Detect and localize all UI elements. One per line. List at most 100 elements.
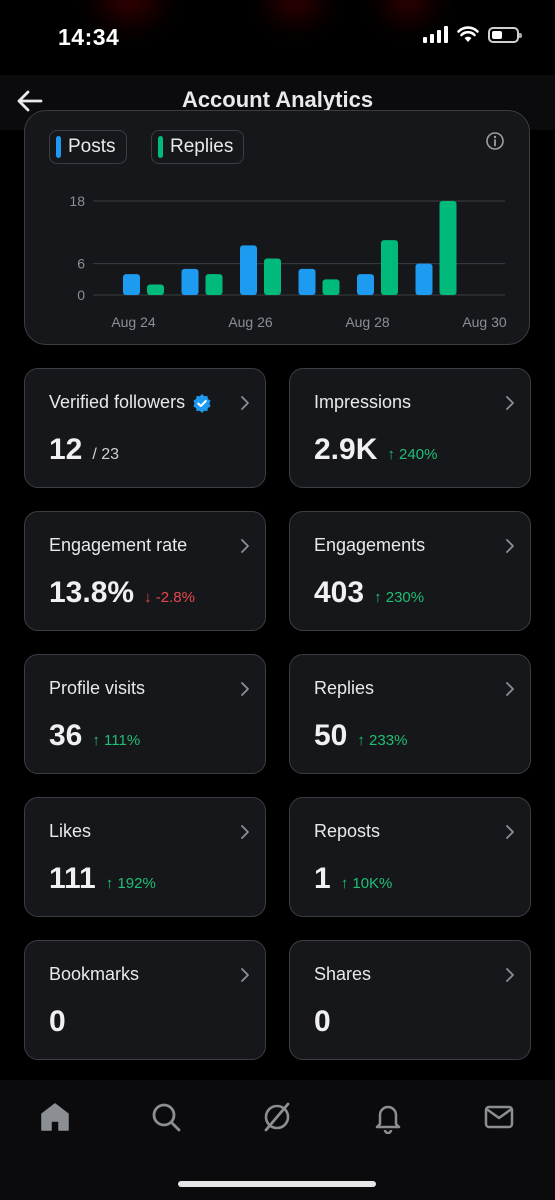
stat-card-shares[interactable]: Shares 0 <box>289 940 531 1060</box>
stat-card-replies[interactable]: Replies 50 ↑ 233% <box>289 654 531 774</box>
bar-replies-aug-27[interactable] <box>322 279 340 295</box>
bar-posts-aug-24[interactable] <box>123 274 140 295</box>
chevron-right-icon <box>241 539 249 553</box>
legend-posts[interactable]: Posts <box>49 130 127 164</box>
stat-change: ↑ 230% <box>374 589 425 606</box>
verified-badge-icon <box>193 393 211 413</box>
stat-row: 2.9K ↑ 240% <box>314 433 437 467</box>
bar-posts-aug-29[interactable] <box>415 263 433 295</box>
stat-card-engagements[interactable]: Engagements 403 ↑ 230% <box>289 511 531 631</box>
stat-card-verified-followers[interactable]: Verified followers 12 / 23 <box>24 368 266 488</box>
stat-title: Likes <box>49 821 91 842</box>
stat-row: 12 / 23 <box>49 433 119 467</box>
chevron-right-icon <box>241 396 249 410</box>
stat-value: 0 <box>49 1005 66 1038</box>
stat-value: 2.9K <box>314 433 378 466</box>
replies-swatch <box>158 136 163 158</box>
chevron-right-icon <box>506 968 514 982</box>
posts-swatch <box>56 136 61 158</box>
bar-posts-aug-28[interactable] <box>357 274 374 295</box>
stat-title: Impressions <box>314 392 411 413</box>
bar-posts-aug-27[interactable] <box>298 268 316 295</box>
notifications-icon[interactable] <box>371 1100 405 1134</box>
status-bar: 14:34 <box>0 0 555 75</box>
x-tick-label: Aug 30 <box>462 314 507 330</box>
bar-chart: 0 6 18 Aug 24 Aug 26 Aug 28 Aug 30 <box>69 193 507 330</box>
chevron-right-icon <box>506 396 514 410</box>
bar-replies-aug-26[interactable] <box>264 258 281 295</box>
stat-change: ↓ -2.8% <box>144 589 195 606</box>
home-indicator <box>178 1181 376 1187</box>
stat-card-bookmarks[interactable]: Bookmarks 0 <box>24 940 266 1060</box>
stat-title-label: Reposts <box>314 821 381 841</box>
legend-replies[interactable]: Replies <box>151 130 245 164</box>
stat-title: Profile visits <box>49 678 145 699</box>
search-icon[interactable] <box>149 1100 183 1134</box>
info-icon[interactable] <box>485 131 505 151</box>
legend-replies-label: Replies <box>170 136 234 157</box>
grok-icon[interactable] <box>260 1100 294 1134</box>
stat-title-label: Shares <box>314 964 372 984</box>
stat-title: Replies <box>314 678 374 699</box>
stat-value: 12 <box>49 433 83 466</box>
bar-posts-aug-26[interactable] <box>240 245 257 295</box>
stat-change: ↑ 240% <box>387 446 438 463</box>
stat-change: ↑ 233% <box>357 732 408 749</box>
chevron-right-icon <box>506 682 514 696</box>
stat-title: Verified followers <box>49 392 212 413</box>
signal-icon <box>423 26 448 43</box>
chart-card: Posts Replies 0 6 18 Aug 24 Aug 26 Aug 28 Aug … <box>24 110 530 345</box>
stat-value: 36 <box>49 719 83 752</box>
wifi-icon <box>457 26 479 42</box>
stat-change: ↑ 111% <box>92 732 141 749</box>
stat-title-label: Impressions <box>314 392 412 412</box>
chevron-right-icon <box>506 825 514 839</box>
stat-value: 403 <box>314 576 365 609</box>
x-tick-label: Aug 26 <box>228 314 273 330</box>
stat-title-label: Bookmarks <box>49 964 140 984</box>
bottom-nav <box>0 1080 555 1200</box>
stat-value: 1 <box>314 862 331 895</box>
stat-title-label: Replies <box>314 678 375 698</box>
stat-row: 36 ↑ 111% <box>49 719 140 753</box>
legend-posts-label: Posts <box>68 136 116 157</box>
stat-title: Bookmarks <box>49 964 139 985</box>
stat-title-label: Engagement rate <box>49 535 188 555</box>
home-icon[interactable] <box>38 1100 72 1134</box>
stat-card-profile-visits[interactable]: Profile visits 36 ↑ 111% <box>24 654 266 774</box>
back-arrow-icon[interactable] <box>14 85 46 117</box>
chevron-right-icon <box>241 825 249 839</box>
bar-replies-aug-24[interactable] <box>147 284 164 295</box>
bar-replies-aug-25[interactable] <box>205 274 223 295</box>
x-tick-label: Aug 24 <box>111 314 156 330</box>
stat-card-likes[interactable]: Likes 111 ↑ 192% <box>24 797 266 917</box>
stat-row: 0 <box>314 1005 331 1039</box>
stat-title: Shares <box>314 964 371 985</box>
stat-total: / 23 <box>92 446 120 463</box>
stat-card-reposts[interactable]: Reposts 1 ↑ 10K% <box>289 797 531 917</box>
status-icons <box>423 26 522 43</box>
stat-title-label: Profile visits <box>49 678 146 698</box>
stat-card-impressions[interactable]: Impressions 2.9K ↑ 240% <box>289 368 531 488</box>
y-tick-label: 6 <box>77 256 85 272</box>
stat-value: 50 <box>314 719 348 752</box>
stat-title-label: Engagements <box>314 535 426 555</box>
stat-title: Engagements <box>314 535 425 556</box>
stat-value: 0 <box>314 1005 331 1038</box>
stat-row: 50 ↑ 233% <box>314 719 407 753</box>
battery-icon <box>488 26 522 43</box>
chevron-right-icon <box>241 682 249 696</box>
y-tick-label: 0 <box>77 287 85 303</box>
bar-replies-aug-28[interactable] <box>381 240 398 295</box>
stat-row: 1 ↑ 10K% <box>314 862 392 896</box>
stat-change: ↑ 192% <box>105 875 156 892</box>
stat-card-engagement-rate[interactable]: Engagement rate 13.8% ↓ -2.8% <box>24 511 266 631</box>
messages-icon[interactable] <box>482 1100 516 1134</box>
y-tick-label: 18 <box>69 193 85 209</box>
bar-replies-aug-29[interactable] <box>439 201 457 295</box>
chevron-right-icon <box>241 968 249 982</box>
stat-row: 13.8% ↓ -2.8% <box>49 576 195 610</box>
bar-posts-aug-25[interactable] <box>181 268 199 295</box>
chevron-right-icon <box>506 539 514 553</box>
stat-row: 111 ↑ 192% <box>49 862 156 896</box>
